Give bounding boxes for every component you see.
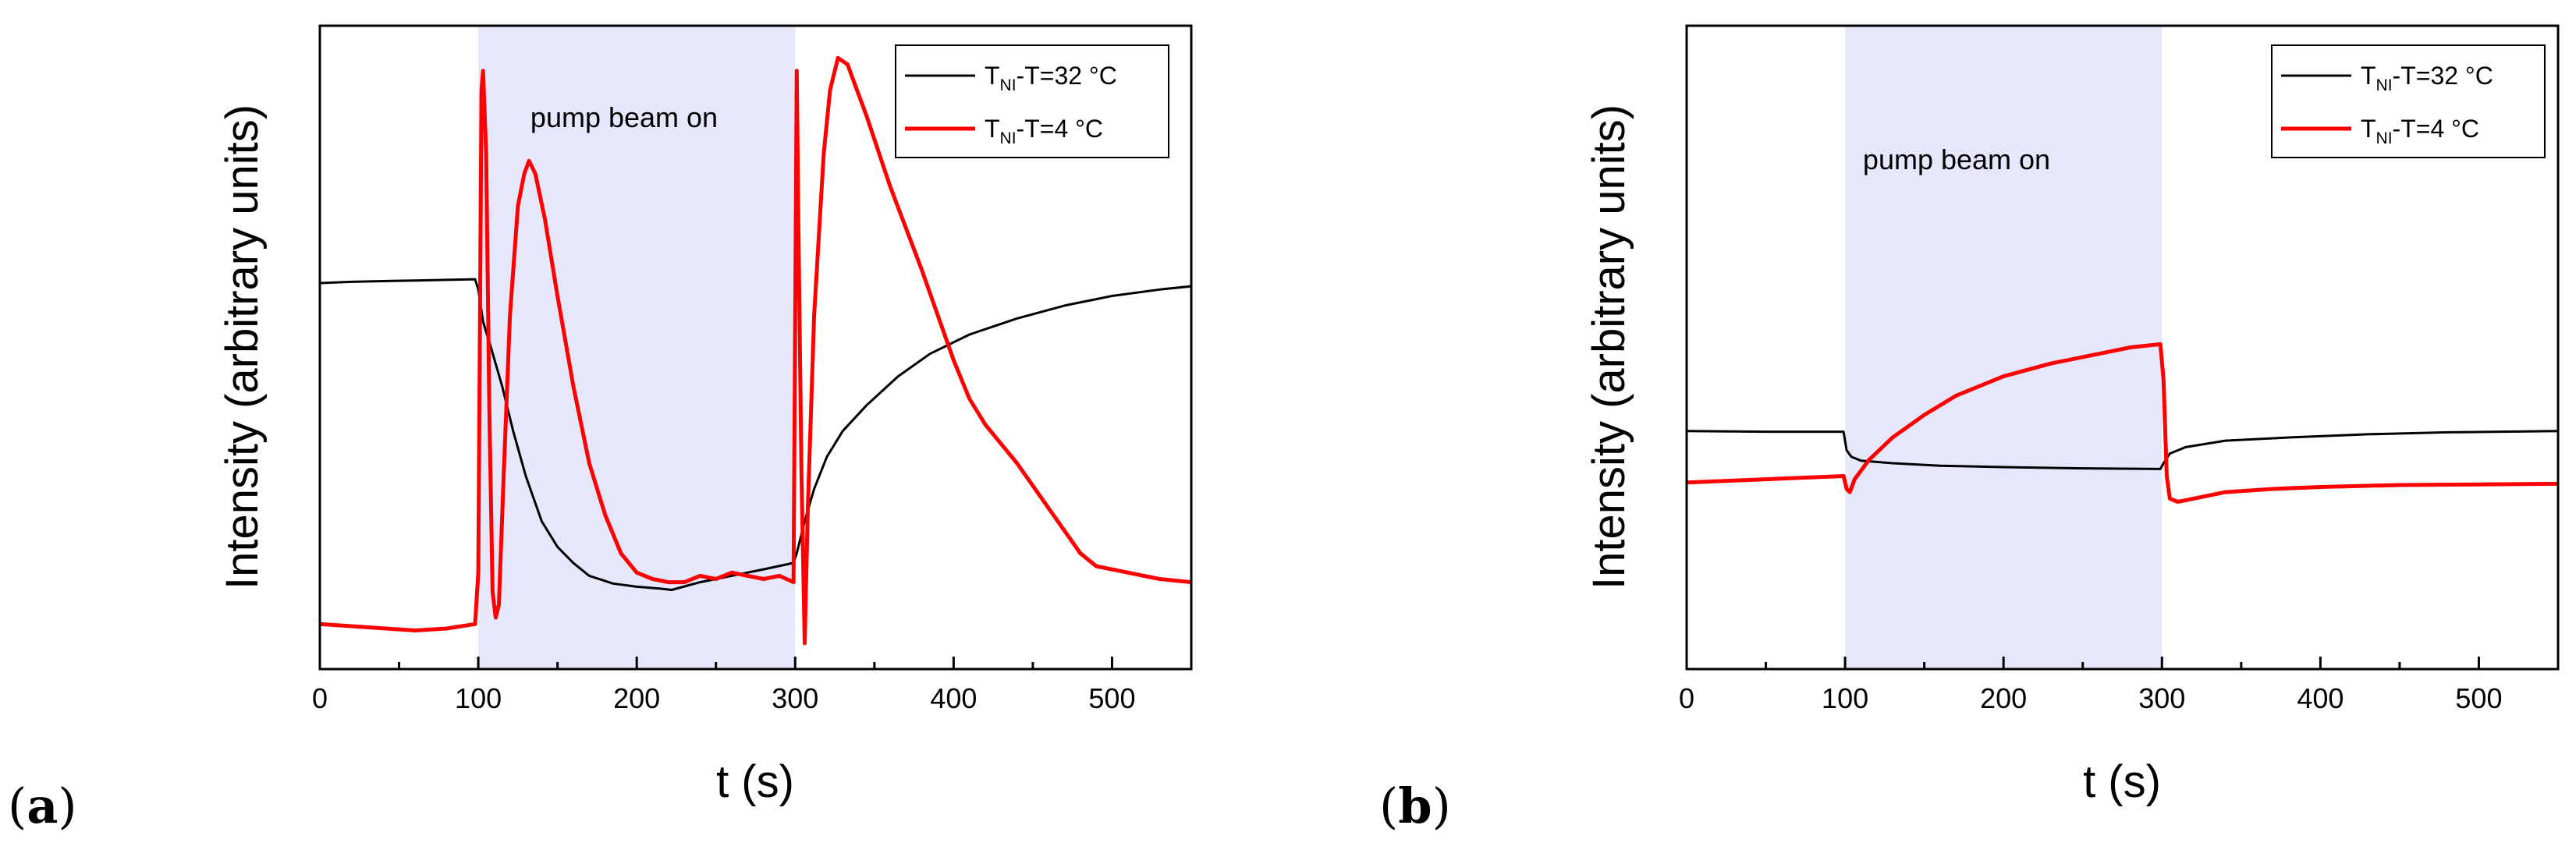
series-line-b-1: [1686, 342, 2559, 504]
x-tick-label-a-100: 100: [455, 682, 502, 714]
legend-label-a-1: TNI-T=4 °C: [985, 115, 1103, 147]
y-axis-label-a: Intensity (arbitrary units): [217, 104, 268, 590]
x-tick-label-a-500: 500: [1088, 682, 1135, 714]
panel-letter-b: (b): [1379, 777, 1451, 834]
legend-box-a: [895, 44, 1169, 158]
shade-label-a: pump beam on: [530, 101, 718, 133]
series-line-b-0: [1686, 430, 2559, 470]
legend-label-b-0: TNI-T=32 °C: [2361, 62, 2493, 94]
x-tick-label-a-200: 200: [613, 682, 660, 714]
x-tick-label-a-300: 300: [772, 682, 818, 714]
legend-label-b-1: TNI-T=4 °C: [2361, 115, 2479, 147]
y-axis-label-b: Intensity (arbitrary units): [1584, 104, 1634, 590]
legend-box-b: [2271, 44, 2546, 158]
series-line-a-1: [319, 55, 1192, 646]
series-lines-b: [1686, 342, 2559, 504]
x-tick-label-a-400: 400: [930, 682, 977, 714]
x-tick-label-b-300: 300: [2138, 682, 2185, 714]
x-ticks-a: 0 100 200 300 400 500: [312, 657, 1193, 714]
chart-panel-a: 0 100 200 300 400 500 pump beam on TNI-T=32 °…: [8, 24, 1193, 834]
x-tick-label-b-500: 500: [2455, 682, 2502, 714]
pump-region-b: [1845, 26, 2163, 669]
x-tick-label-b-200: 200: [1980, 682, 2027, 714]
x-ticks-b: 0 100 200 300 400 500: [1679, 657, 2560, 714]
legend-a: TNI-T=32 °C TNI-T=4 °C: [895, 44, 1169, 158]
x-tick-label-b-0: 0: [1679, 682, 1694, 714]
plot-frame-a: [318, 24, 1193, 671]
x-tick-label-b-100: 100: [1822, 682, 1868, 714]
panel-letter-a: (a): [8, 777, 77, 834]
legend-label-a-0: TNI-T=32 °C: [985, 62, 1117, 94]
plot-frame-b: [1685, 24, 2560, 671]
x-tick-label-a-0: 0: [312, 682, 328, 714]
x-tick-label-b-400: 400: [2297, 682, 2344, 714]
x-axis-label-b: t (s): [2083, 756, 2161, 807]
chart-panel-b: 0 100 200 300 400 500 pump beam on TNI-T=32 °…: [1379, 24, 2560, 834]
shade-label-b: pump beam on: [1863, 143, 2050, 175]
x-axis-label-a: t (s): [716, 756, 794, 807]
legend-b: TNI-T=32 °C TNI-T=4 °C: [2271, 44, 2546, 158]
series-lines-a: [319, 55, 1192, 646]
pump-region-a: [478, 26, 796, 669]
